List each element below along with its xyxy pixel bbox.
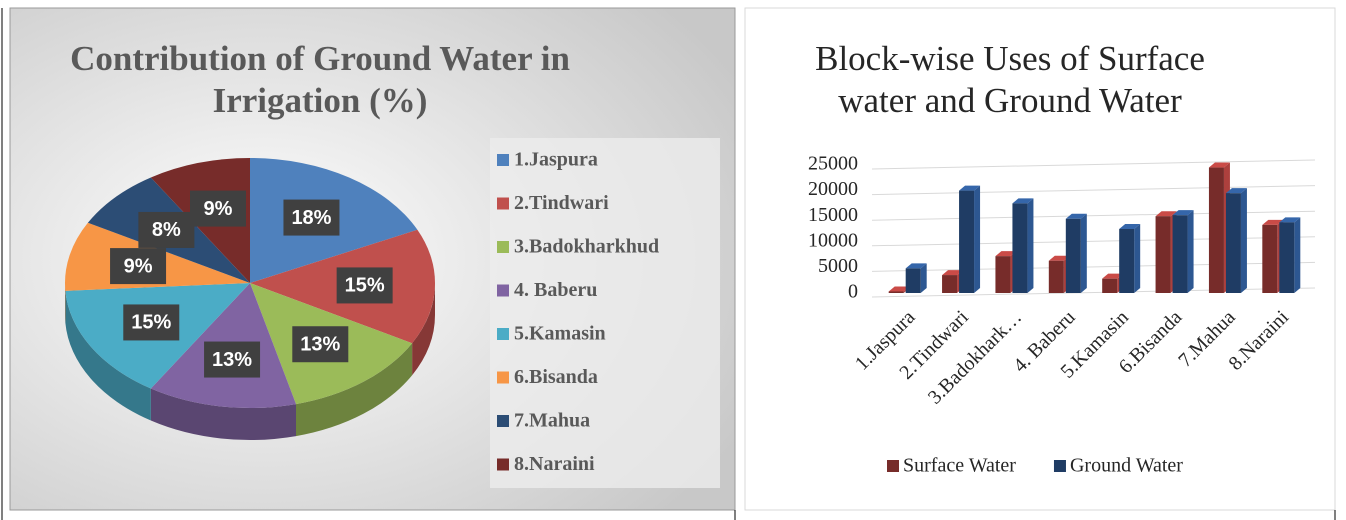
- bar-side: [1134, 224, 1141, 293]
- bar: [1208, 167, 1224, 293]
- bar-top: [1262, 219, 1284, 225]
- bar: [905, 268, 921, 293]
- bar: [1048, 260, 1064, 293]
- bar-top: [888, 286, 910, 292]
- bar: [959, 190, 975, 293]
- data-label-box: [189, 190, 246, 227]
- y-tick-label: 0: [848, 281, 858, 303]
- legend-swatch: [497, 415, 509, 427]
- bar: [1225, 193, 1241, 293]
- bar-side: [1240, 188, 1247, 293]
- legend-label: Surface Water: [903, 455, 1016, 477]
- data-label-box: [138, 211, 195, 248]
- bar-side: [974, 185, 981, 293]
- legend-swatch: [887, 460, 899, 472]
- bar: [1119, 229, 1135, 293]
- pie-legend-box: [490, 138, 720, 488]
- bar-top: [1208, 162, 1230, 168]
- bar: [1065, 218, 1081, 293]
- data-label: 15%: [131, 312, 171, 334]
- bar-top: [1012, 198, 1034, 204]
- grid-line: [871, 185, 1316, 196]
- bar-side: [920, 263, 927, 293]
- data-label: 8%: [152, 219, 181, 241]
- pie-side: [150, 388, 297, 441]
- y-tick-label: 10000: [808, 229, 858, 251]
- legend-label: Ground Water: [1070, 455, 1183, 477]
- bar-title: Block-wise Uses of Surface water and Gro…: [815, 39, 1205, 120]
- legend-label: 1.Jaspura: [514, 149, 598, 171]
- data-label: 9%: [204, 198, 233, 220]
- bar-side: [1294, 217, 1301, 293]
- y-tick-label: 20000: [808, 178, 858, 200]
- bar: [942, 275, 958, 293]
- data-label: 13%: [212, 349, 252, 371]
- bar-top: [1225, 188, 1247, 194]
- legend-label: 5.Kamasin: [514, 323, 606, 345]
- data-label-box: [123, 304, 180, 341]
- bar-side: [1187, 210, 1194, 293]
- bar-top: [959, 185, 981, 191]
- bar-side: [1080, 213, 1087, 293]
- bar-top: [942, 270, 964, 276]
- bar: [1262, 224, 1278, 293]
- data-label: 9%: [124, 255, 153, 277]
- bar-top: [1102, 273, 1124, 279]
- pie-title: Contribution of Ground Water in Irrigati…: [70, 39, 570, 120]
- bar-top: [1279, 217, 1301, 223]
- data-label-box: [204, 341, 261, 378]
- grid-line: [871, 159, 1316, 170]
- pie-side: [412, 283, 435, 376]
- legend-label: 4. Baberu: [514, 279, 597, 301]
- data-label-box: [283, 199, 340, 236]
- legend-swatch: [497, 284, 509, 297]
- bar: [995, 256, 1011, 293]
- data-label: 13%: [300, 334, 340, 356]
- bar: [1172, 215, 1188, 293]
- bar-top: [1048, 255, 1070, 261]
- y-tick-label: 25000: [808, 153, 858, 175]
- legend-label: 7.Mahua: [514, 410, 590, 432]
- bar: [1102, 278, 1118, 293]
- bar-top: [1119, 224, 1141, 229]
- data-label: 18%: [291, 207, 331, 229]
- pie-side: [65, 290, 151, 421]
- legend-label: 2.Tindwari: [514, 192, 609, 214]
- legend-label: 3.Badokharkhud: [514, 236, 659, 258]
- bar-top: [995, 251, 1017, 257]
- bar-top: [1172, 210, 1194, 216]
- y-tick-label: 5000: [818, 255, 858, 277]
- legend-swatch: [497, 328, 509, 340]
- legend-label: 8.Naraini: [514, 453, 595, 475]
- bar-top: [1065, 213, 1087, 219]
- bar: [1279, 222, 1295, 293]
- bar-side: [1027, 198, 1034, 293]
- legend-swatch: [497, 371, 509, 384]
- data-label: 15%: [345, 275, 385, 297]
- legend-swatch: [1053, 460, 1066, 472]
- bar-top: [1155, 211, 1177, 217]
- y-tick-label: 15000: [808, 204, 858, 226]
- data-label-box: [292, 326, 349, 363]
- bar: [888, 291, 904, 293]
- bar-top: [905, 263, 927, 269]
- legend-label: 6.Bisanda: [514, 366, 598, 388]
- legend-swatch: [497, 197, 509, 210]
- bar: [1012, 203, 1028, 293]
- data-label-box: [110, 248, 167, 285]
- bar: [1155, 216, 1171, 293]
- legend-swatch: [497, 458, 509, 471]
- legend-swatch: [497, 154, 509, 166]
- data-label-box: [336, 267, 393, 304]
- pie-side: [296, 343, 413, 437]
- legend-swatch: [497, 241, 509, 253]
